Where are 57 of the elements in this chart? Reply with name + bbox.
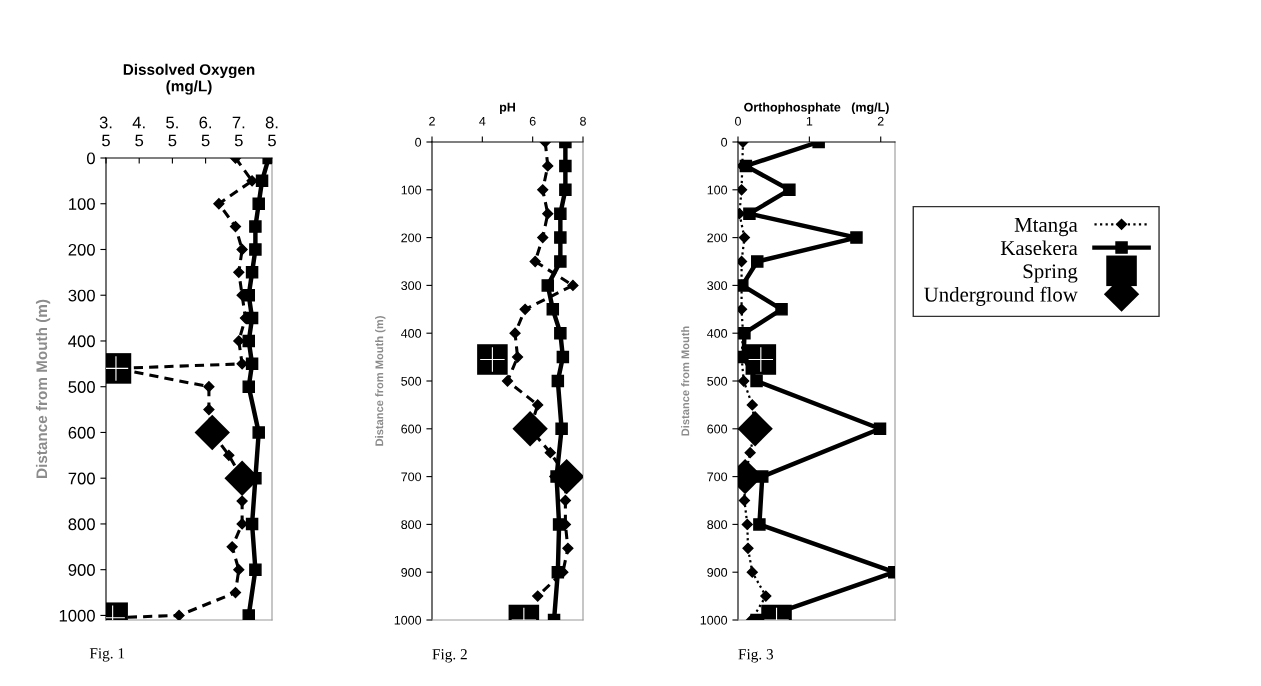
y-tick-label: 500: [401, 376, 422, 386]
y-tick-label: 600: [401, 424, 422, 434]
y-tick-label: 900: [707, 568, 728, 577]
y-axis-title: Distance from Mouth (m): [35, 299, 51, 478]
y-tick-label: 400: [707, 329, 728, 338]
x-tick-label: 3. 5: [99, 116, 112, 147]
x-tick-label: 0: [735, 116, 741, 126]
y-tick-label: 500: [707, 376, 728, 386]
x-tick-label: 4: [479, 116, 486, 126]
chart-title: Dissolved Oxygen (mg/L): [123, 63, 255, 95]
y-tick-label: 300: [401, 281, 422, 291]
y-tick-label: 0: [86, 152, 95, 165]
y-tick-label: 700: [707, 472, 728, 482]
y-tick-label: 1000: [59, 609, 95, 622]
y-tick-label: 300: [707, 281, 728, 291]
y-tick-label: 200: [68, 243, 95, 256]
chart-title: pH: [499, 102, 515, 115]
y-tick-label: 600: [707, 424, 728, 434]
legend-label: Spring: [1023, 264, 1078, 283]
y-tick-label: 800: [401, 520, 422, 530]
y-tick-label: 100: [69, 198, 95, 210]
x-tick-label: 2: [429, 116, 435, 126]
y-tick-label: 700: [68, 472, 95, 485]
y-tick-label: 500: [68, 381, 95, 393]
y-tick-label: 600: [68, 426, 95, 439]
x-tick-label: 8. 5: [265, 116, 278, 147]
y-tick-label: 900: [68, 564, 95, 576]
legend-label: Mtanga: [1014, 218, 1078, 237]
x-tick-label: 2: [877, 116, 884, 126]
y-tick-label: 400: [401, 329, 422, 338]
x-tick-label: 8: [580, 116, 586, 126]
caption: Fig. 3: [738, 649, 774, 663]
chart-title: Orthophosphate (mg/L): [744, 102, 889, 115]
x-tick-label: 5. 5: [166, 116, 178, 147]
legend-label: Underground flow: [924, 286, 1078, 306]
y-tick-label: 100: [401, 185, 422, 195]
x-tick-label: 6: [529, 116, 536, 126]
y-tick-label: 100: [707, 185, 728, 195]
x-tick-label: 1: [806, 116, 813, 126]
caption: Fig. 2: [432, 649, 467, 663]
y-tick-label: 200: [707, 233, 728, 243]
y-axis-title: Distance from Mouth: [681, 326, 690, 436]
y-tick-label: 700: [401, 472, 422, 482]
y-tick-label: 400: [68, 335, 95, 348]
x-tick-label: 4. 5: [132, 116, 145, 147]
y-tick-label: 1000: [700, 615, 728, 625]
legend-label: Kasekera: [1000, 240, 1078, 256]
y-tick-label: 900: [401, 568, 422, 577]
x-tick-label: 6. 5: [199, 116, 212, 147]
y-axis-title: Distance from Mouth (m): [375, 316, 386, 446]
caption: Fig. 1: [89, 648, 125, 662]
y-tick-label: 200: [401, 233, 422, 243]
y-tick-label: 300: [68, 289, 95, 302]
y-tick-label: 1000: [394, 615, 422, 625]
y-tick-label: 800: [68, 518, 95, 531]
x-tick-label: 7. 5: [232, 116, 245, 147]
y-tick-label: 800: [707, 520, 728, 530]
